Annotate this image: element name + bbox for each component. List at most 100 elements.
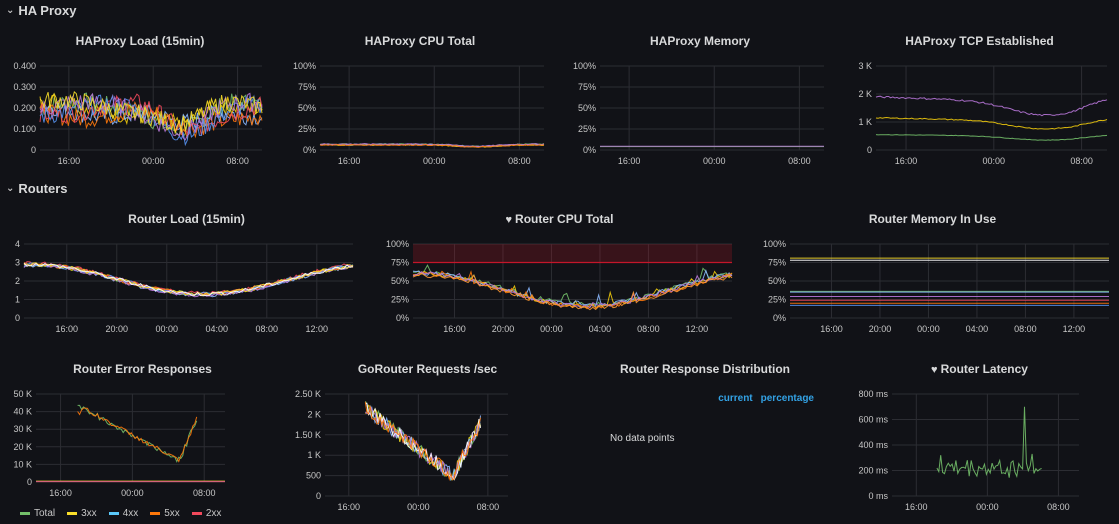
panel-title-text: HAProxy Load (15min) [75,34,205,48]
panel-rt-cpu[interactable]: ♥ Router CPU Total 100% 75% 50% 25% 0% 16:00 20:… [373,206,746,356]
y-tick-label: 1.50 K [295,430,321,440]
panel-rt-dist[interactable]: Router Response Distribution current perce… [570,356,840,524]
series-line [365,402,481,481]
legend-swatch [191,512,202,515]
series-line [77,404,198,463]
y-tick-label: 75% [391,258,409,268]
y-tick-label: 400 ms [858,440,888,450]
x-tick-label: 00:00 [540,324,563,334]
y-tick-label: 0.200 [13,103,36,113]
x-tick-label: 08:00 [788,156,811,166]
y-tick-label: 20 K [13,442,32,452]
panel-title[interactable]: HAProxy CPU Total [280,34,560,48]
legend-item[interactable]: Total [20,508,55,519]
series-line [364,405,481,481]
x-tick-label: 16:00 [820,324,843,334]
x-tick-label: 16:00 [58,156,81,166]
x-tick-label: 00:00 [142,156,165,166]
y-tick-label: 0% [396,313,409,323]
panel-title[interactable]: Router Response Distribution [570,362,840,376]
panel-title[interactable]: ♥ Router CPU Total [373,212,746,226]
series-line [364,400,481,482]
y-tick-label: 25% [391,295,409,305]
y-tick-label: 75% [768,258,786,268]
panel-title[interactable]: Router Load (15min) [0,212,373,226]
chart-svg: 3 K 2 K 1 K 0 16:00 00:00 08:00 [858,61,1108,166]
series-line [77,407,198,463]
heart-icon: ♥ [931,364,938,376]
legend-label: 5xx [164,508,180,519]
x-tick-label: 20:00 [106,324,129,334]
series-line [320,143,545,148]
x-tick-label: 04:00 [966,324,989,334]
column-header[interactable]: percentage [760,393,814,404]
panel-title-text: Router Response Distribution [619,362,790,376]
panel-rt-lat[interactable]: ♥ Router Latency 800 ms 600 ms 400 ms 200 ms 0… [840,356,1119,524]
y-tick-label: 0.100 [13,124,36,134]
x-tick-label: 04:00 [589,324,612,334]
x-tick-label: 00:00 [407,502,430,512]
panel-title[interactable]: HAProxy TCP Established [840,34,1119,48]
x-tick-label: 00:00 [917,324,940,334]
x-tick-label: 08:00 [226,156,249,166]
panel-hap-tcp[interactable]: HAProxy TCP Established 3 K 2 K 1 K 0 16:00 00… [840,28,1119,178]
chevron-down-icon: ⌄ [6,5,15,16]
x-tick-label: 08:00 [1047,502,1070,512]
series-line [23,261,354,296]
y-tick-label: 100% [573,61,596,71]
legend-label: 3xx [81,508,97,519]
x-tick-label: 00:00 [983,156,1006,166]
panel-rt-load[interactable]: Router Load (15min) 4 3 2 1 0 16:00 20:00 00:00 0… [0,206,373,356]
x-tick-label: 00:00 [976,502,999,512]
y-tick-label: 50% [298,103,316,113]
chart-svg: 2.50 K 2 K 1.50 K 1 K 500 0 16:00 00:00 08:00 [295,389,508,512]
chart-svg: 100% 75% 50% 25% 0% 16:00 20:00 00:00 04:00 08:00… [386,239,733,334]
row-haproxy[interactable]: ⌄ HA Proxy [6,3,76,18]
y-tick-label: 0 [31,145,36,155]
chart-svg: 4 3 2 1 0 16:00 20:00 00:00 04:00 08:00 12:00 [15,239,354,334]
y-tick-label: 1 [15,295,20,305]
panel-title[interactable]: HAProxy Memory [560,34,840,48]
y-tick-label: 75% [578,82,596,92]
panel-hap-load[interactable]: HAProxy Load (15min) 0.400 0.300 0.200 0.100… [0,28,280,178]
panel-hap-mem[interactable]: HAProxy Memory 100% 75% 50% 25% 0% 16:00 00:00 0… [560,28,840,178]
legend-item[interactable]: 4xx [108,508,138,519]
series-line [364,401,481,481]
x-tick-label: 16:00 [338,156,361,166]
panel-title[interactable]: GoRouter Requests /sec [285,362,570,376]
panel-title[interactable]: Router Error Responses [0,362,285,376]
panel-title-text: Router Load (15min) [128,212,245,226]
panel-title[interactable]: ♥ Router Latency [840,362,1119,376]
panel-rt-err[interactable]: Router Error Responses 50 K 40 K 30 K 20 K 10… [0,356,285,524]
y-tick-label: 25% [578,124,596,134]
y-tick-label: 0.400 [13,61,36,71]
panel-go-req[interactable]: GoRouter Requests /sec 2.50 K 2 K 1.50 K 1 K… [285,356,570,524]
x-tick-label: 08:00 [193,488,216,498]
column-header[interactable]: current [718,393,753,404]
series-line [412,271,733,309]
legend-item[interactable]: 2xx [191,508,221,519]
panel-title-text: Router Memory In Use [868,212,997,226]
x-tick-label: 12:00 [686,324,709,334]
x-tick-label: 00:00 [423,156,446,166]
x-tick-label: 08:00 [1070,156,1093,166]
legend-item[interactable]: 5xx [150,508,180,519]
row-title-routers: Routers [18,181,68,196]
x-tick-label: 08:00 [256,324,279,334]
no-data-message: No data points [610,433,675,444]
y-tick-label: 100% [293,61,316,71]
legend-swatch [108,512,119,515]
x-tick-label: 12:00 [306,324,329,334]
x-tick-label: 16:00 [56,324,79,334]
legend-item[interactable]: 3xx [67,508,97,519]
heart-icon: ♥ [505,214,513,226]
y-tick-label: 3 K [858,61,872,71]
panel-title[interactable]: Router Memory In Use [746,212,1119,226]
y-tick-label: 2.50 K [295,389,321,399]
panel-title[interactable]: HAProxy Load (15min) [0,34,280,48]
chart-svg: 100% 75% 50% 25% 0% 16:00 00:00 08:00 [293,61,545,166]
threshold-area [413,244,732,263]
panel-hap-cpu[interactable]: HAProxy CPU Total 100% 75% 50% 25% 0% 16:00 00:… [280,28,560,178]
panel-rt-mem[interactable]: Router Memory In Use 100% 75% 50% 25% 0% 16:00… [746,206,1119,356]
row-routers[interactable]: ⌄ Routers [6,181,68,196]
